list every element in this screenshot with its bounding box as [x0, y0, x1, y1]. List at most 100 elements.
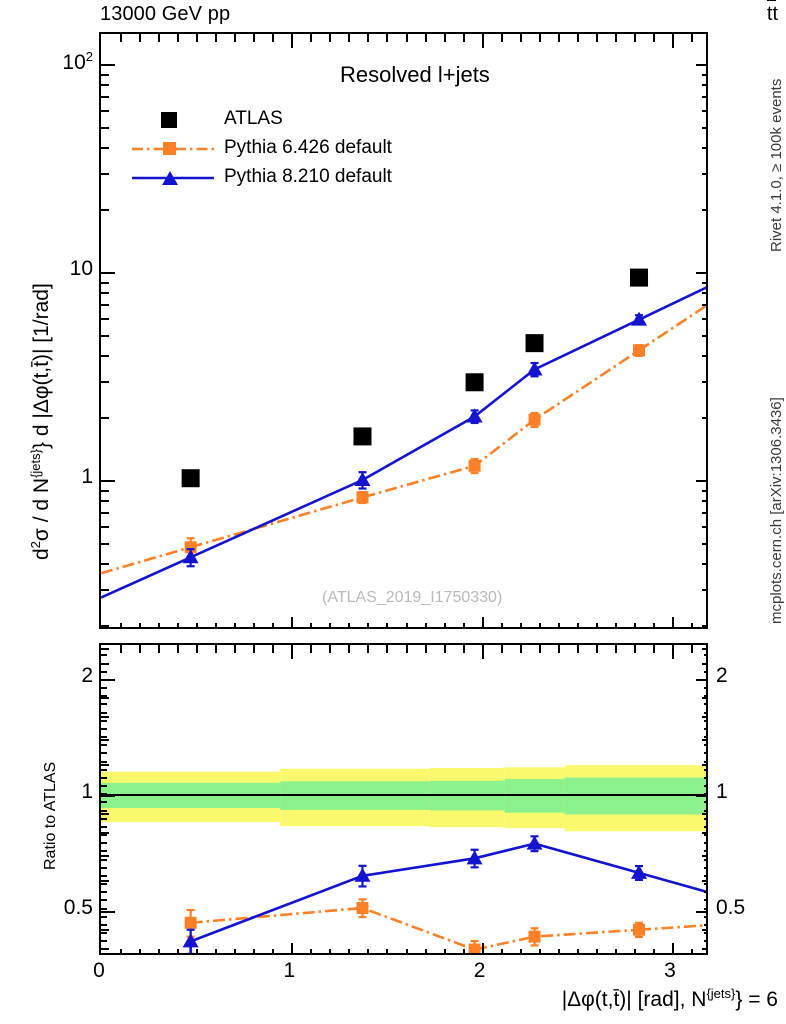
axis-tick: [406, 645, 408, 653]
axis-tick: [101, 716, 109, 718]
axis-tick: [444, 623, 446, 627]
axis-tick: [234, 645, 236, 653]
axis-tick: [329, 623, 331, 627]
axis-tick: [120, 34, 122, 42]
axis-tick: [139, 645, 141, 653]
axis-tick: [101, 209, 109, 211]
axis-tick: [520, 623, 522, 627]
axis-tick: [101, 512, 109, 514]
axis-tick: [702, 147, 706, 149]
axis-tick: [101, 736, 107, 738]
ratio-marker-pythia8: [631, 864, 648, 879]
axis-tick: [634, 623, 636, 627]
ratio-marker-pythia6: [468, 943, 481, 953]
axis-tick: [704, 842, 706, 844]
axis-tick: [482, 645, 484, 659]
axis-tick: [615, 34, 617, 42]
axis-tick: [482, 34, 484, 48]
axis-tick: [101, 867, 107, 869]
axis-tick: [101, 304, 109, 306]
axis-tick: [577, 949, 579, 953]
axis-tick: [101, 739, 109, 741]
axis-tick: [101, 859, 107, 861]
axis-tick: [596, 623, 598, 627]
axis-tick: [444, 949, 446, 953]
axis-tick: [406, 34, 408, 42]
main-plot-frame: [99, 32, 708, 629]
axis-tick: [101, 916, 107, 918]
axis-tick: [101, 924, 107, 926]
axis-tick: [501, 949, 503, 953]
axis-tick: [702, 716, 706, 718]
x-axis-title: |Δφ(t,t̄)| [rad], N{jets}} = 6: [561, 986, 778, 1011]
axis-tick: [234, 949, 236, 953]
axis-tick: [158, 623, 160, 627]
axis-tick: [696, 480, 706, 482]
axis-tick: [101, 793, 107, 795]
axis-tick: [101, 272, 115, 274]
axis-tick: [704, 728, 706, 730]
axis-tick: [101, 883, 107, 885]
axis-tick: [704, 924, 706, 926]
legend-key-atlas: [130, 105, 216, 134]
axis-tick: [577, 645, 579, 653]
axis-tick: [702, 127, 706, 129]
axis-tick: [704, 703, 706, 705]
axis-tick: [329, 949, 331, 953]
axis-tick: [702, 648, 706, 650]
axis-tick: [101, 563, 109, 565]
axis-tick: [704, 834, 706, 836]
axis-tick: [702, 526, 706, 528]
axis-tick: [702, 948, 706, 950]
axis-tick: [101, 697, 109, 699]
axis-tick: [101, 761, 107, 763]
data-marker-pythia6: [468, 459, 481, 472]
axis-tick: [702, 563, 706, 565]
axis-tick: [704, 850, 706, 852]
axis-tick: [101, 813, 109, 815]
axis-tick: [101, 490, 109, 492]
axis-tick: [101, 96, 109, 98]
data-marker-atlas: [353, 427, 372, 446]
axis-tick: [704, 744, 706, 746]
axis-tick: [101, 785, 107, 787]
axis-tick: [196, 34, 198, 42]
axis-tick: [386, 34, 388, 42]
axis-tick: [704, 908, 706, 910]
axis-tick: [704, 932, 706, 934]
axis-tick: [101, 64, 115, 66]
data-marker-pythia6: [528, 413, 541, 426]
xtick-label: 3: [664, 959, 676, 982]
axis-tick: [177, 949, 179, 953]
axis-tick: [704, 712, 706, 714]
axis-tick: [704, 777, 706, 779]
ratio-marker-pythia8: [466, 850, 483, 865]
axis-tick: [696, 911, 706, 913]
uncertainty-band-inner: [564, 777, 699, 815]
ratio-marker-pythia6: [528, 930, 541, 943]
axis-tick: [310, 645, 312, 653]
axis-tick: [702, 84, 706, 86]
axis-tick: [291, 645, 293, 659]
axis-tick: [596, 34, 598, 42]
axis-tick: [348, 645, 350, 653]
axis-tick: [702, 490, 706, 492]
axis-tick: [463, 645, 465, 653]
axis-tick: [177, 34, 179, 42]
data-marker-atlas: [630, 268, 649, 287]
ratio-marker-pythia6: [356, 902, 369, 915]
axis-tick: [702, 832, 706, 834]
axis-tick: [101, 84, 109, 86]
data-marker-atlas: [465, 373, 484, 392]
axis-tick: [101, 932, 107, 934]
axis-tick: [101, 703, 107, 705]
axis-tick: [253, 623, 255, 627]
axis-tick: [101, 282, 109, 284]
ratio-ytick-label-right: 0.5: [716, 896, 746, 919]
axis-tick: [702, 880, 706, 882]
legend-label-atlas: ATLAS: [224, 108, 283, 129]
axis-tick: [196, 645, 198, 653]
axis-tick: [691, 623, 693, 627]
main-ytick-label: 10: [69, 257, 93, 280]
axis-tick: [653, 645, 655, 653]
